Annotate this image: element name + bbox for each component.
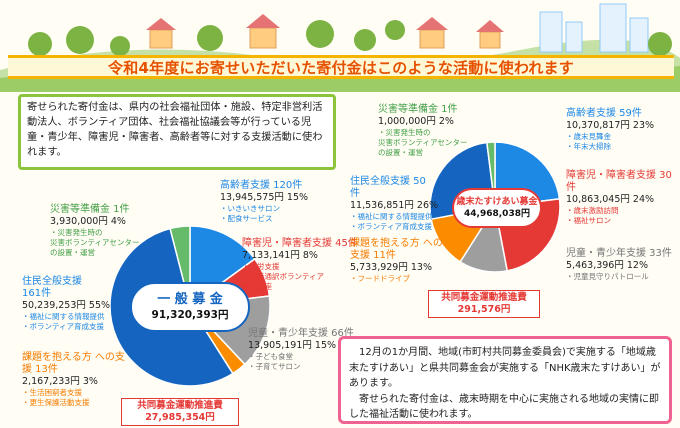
right-disability-block: 障害児・障害者支援 30件 10,863,045円 24% ・歳末激励訪問 ・福…: [566, 170, 676, 226]
left-senior-amount: 13,945,575円 15%: [220, 192, 309, 203]
general-fund-promo-box: 共同募金運動推進費 27,985,354円: [121, 398, 239, 426]
right-senior-sub-0: ・歳末見舞金: [566, 132, 611, 141]
right-child-amount: 5,463,396円 12%: [566, 260, 648, 271]
right-disaster-sub-2: の設置・運営: [378, 148, 423, 157]
right-resident-block: 住民全般支援 50件 11,536,851円 26% ・福祉に関する情報提供 ・…: [350, 176, 438, 232]
general-fund-title: 一 般 募 金: [157, 292, 223, 307]
left-senior-label: 高齢者支援 120件: [220, 180, 303, 191]
left-issues-sub-0: ・生活困窮者支援: [22, 388, 82, 397]
left-disability-block: 障害児・障害者支援 45件 7,133,141円 8% ・就労支援 ・手話通訳ボ…: [242, 238, 358, 292]
right-issues-block: 課題を抱える方 への支援 11件 5,733,929円 13% ・フードドライブ: [350, 238, 450, 284]
left-disability-amount: 7,133,141円 8%: [242, 250, 318, 261]
left-resident-label: 住民全般支援 161件: [22, 276, 82, 299]
year-end-fund-amount: 44,968,038円: [464, 209, 530, 219]
left-disaster-label: 災害等準備金 1件: [50, 204, 130, 215]
right-resident-label: 住民全般支援 50件: [350, 176, 426, 199]
left-resident-sub-1: ・ボランティア育成支援: [22, 322, 105, 331]
note-line-1: 寄せられた寄付金は、歳末時期を中心に実施される地域の実情に即した福祉活動に使われ…: [349, 393, 659, 421]
general-fund-amount: 91,320,393円: [151, 309, 229, 321]
right-disability-label: 障害児・障害者支援 30件: [566, 170, 672, 193]
year-end-promo-box: 共同募金運動推進費 291,576円: [428, 290, 540, 318]
year-end-fund-center: 歳末たすけあい募金 44,968,038円: [452, 188, 542, 228]
right-resident-amount: 11,536,851円 26%: [350, 200, 439, 211]
left-senior-sub-0: ・いきいきサロン: [220, 204, 280, 213]
left-resident-amount: 50,239,253円 55%: [22, 300, 111, 311]
year-end-fund-pie-chart: [429, 141, 561, 273]
year-end-promo-amount: 291,576円: [457, 304, 511, 315]
left-issues-amount: 2,167,233円 3%: [22, 376, 98, 387]
right-disaster-label: 災害等準備金 1件: [378, 104, 458, 115]
right-issues-amount: 5,733,929円 13%: [350, 262, 432, 273]
year-end-note-box: 12月の1か月間、地域(市町村共同募金委員会)で実施する「地域歳末たすけあい」と…: [338, 336, 672, 424]
left-child-label: 児童・青少年支援 66件: [248, 328, 354, 339]
general-fund-center: 一 般 募 金 91,320,393円: [130, 282, 250, 332]
right-child-label: 児童・青少年支援 33件: [566, 248, 672, 259]
left-resident-sub-0: ・福祉に関する情報提供: [22, 312, 105, 321]
right-disaster-sub-0: ・災害発生時の: [378, 128, 431, 137]
left-disability-sub-0: ・就労支援: [242, 262, 280, 271]
right-child-sub-0: ・児童見守りパトロール: [566, 272, 649, 281]
left-issues-sub-1: ・更生保護活動支援: [22, 398, 90, 407]
left-child-sub-1: ・子育てサロン: [248, 362, 301, 371]
left-child-amount: 13,905,191円 15%: [248, 340, 337, 351]
title-banner: 令和4年度にお寄せいただいた寄付金はこのような活動に使われます: [8, 55, 674, 79]
left-disaster-amount: 3,930,000円 4%: [50, 216, 126, 227]
right-senior-block: 高齢者支援 59件 10,370,817円 23% ・歳末見舞金 ・年末大掃除: [566, 108, 654, 152]
right-disaster-sub-1: 災害ボランティアセンター: [378, 138, 468, 147]
right-resident-sub-0: ・福祉に関する情報提供: [350, 212, 433, 221]
right-senior-label: 高齢者支援 59件: [566, 108, 642, 119]
general-fund-promo-amount: 27,985,354円: [145, 412, 215, 423]
left-child-sub-0: ・子ども食堂: [248, 352, 293, 361]
year-end-fund-title: 歳末たすけあい募金: [456, 197, 538, 207]
right-disability-sub-1: ・福祉サロン: [566, 216, 611, 225]
right-senior-sub-1: ・年末大掃除: [566, 142, 611, 151]
right-disability-sub-0: ・歳末激励訪問: [566, 206, 619, 215]
right-resident-sub-1: ・ボランティア育成支援: [350, 222, 433, 231]
left-resident-block: 住民全般支援 161件 50,239,253円 55% ・福祉に関する情報提供 …: [22, 276, 110, 332]
right-disability-amount: 10,863,045円 24%: [566, 194, 655, 205]
note-line-0: 12月の1か月間、地域(市町村共同募金委員会)で実施する「地域歳末たすけあい」と…: [349, 347, 661, 389]
right-disaster-amount: 1,000,000円 2%: [378, 116, 454, 127]
left-disaster-sub-2: の設置・運営: [50, 248, 95, 257]
general-fund-promo-label: 共同募金運動推進費: [137, 400, 223, 411]
page-title: 令和4年度にお寄せいただいた寄付金はこのような活動に使われます: [108, 58, 574, 77]
right-senior-amount: 10,370,817円 23%: [566, 120, 655, 131]
left-disability-sub-2: 養成講座: [242, 282, 272, 291]
left-issues-block: 課題を抱える方 への支援 13件 2,167,233円 3% ・生活困窮者支援 …: [22, 352, 132, 408]
left-senior-sub-1: ・配食サービス: [220, 214, 273, 223]
right-child-block: 児童・青少年支援 33件 5,463,396円 12% ・児童見守りパトロール: [566, 248, 676, 282]
right-issues-sub-0: ・フードドライブ: [350, 274, 410, 283]
year-end-promo-label: 共同募金運動推進費: [441, 292, 527, 303]
left-child-block: 児童・青少年支援 66件 13,905,191円 15% ・子ども食堂 ・子育て…: [248, 328, 354, 372]
left-disaster-block: 災害等準備金 1件 3,930,000円 4% ・災害発生時の 災害ボランティア…: [50, 204, 139, 258]
left-disaster-sub-1: 災害ボランティアセンター: [50, 238, 140, 247]
left-disability-label: 障害児・障害者支援 45件: [242, 238, 358, 249]
intro-text-box: 寄せられた寄付金は、県内の社会福祉団体・施設、特定非営利活動法人、ボランティア団…: [18, 94, 336, 170]
right-issues-label: 課題を抱える方 への支援 11件: [350, 238, 443, 261]
right-disaster-block: 災害等準備金 1件 1,000,000円 2% ・災害発生時の 災害ボランティア…: [378, 104, 467, 158]
left-disability-sub-1: ・手話通訳ボランティア: [242, 272, 325, 281]
left-senior-block: 高齢者支援 120件 13,945,575円 15% ・いきいきサロン ・配食サ…: [220, 180, 308, 224]
left-disaster-sub-0: ・災害発生時の: [50, 228, 103, 237]
left-issues-label: 課題を抱える方 への支援 13件: [22, 352, 125, 375]
